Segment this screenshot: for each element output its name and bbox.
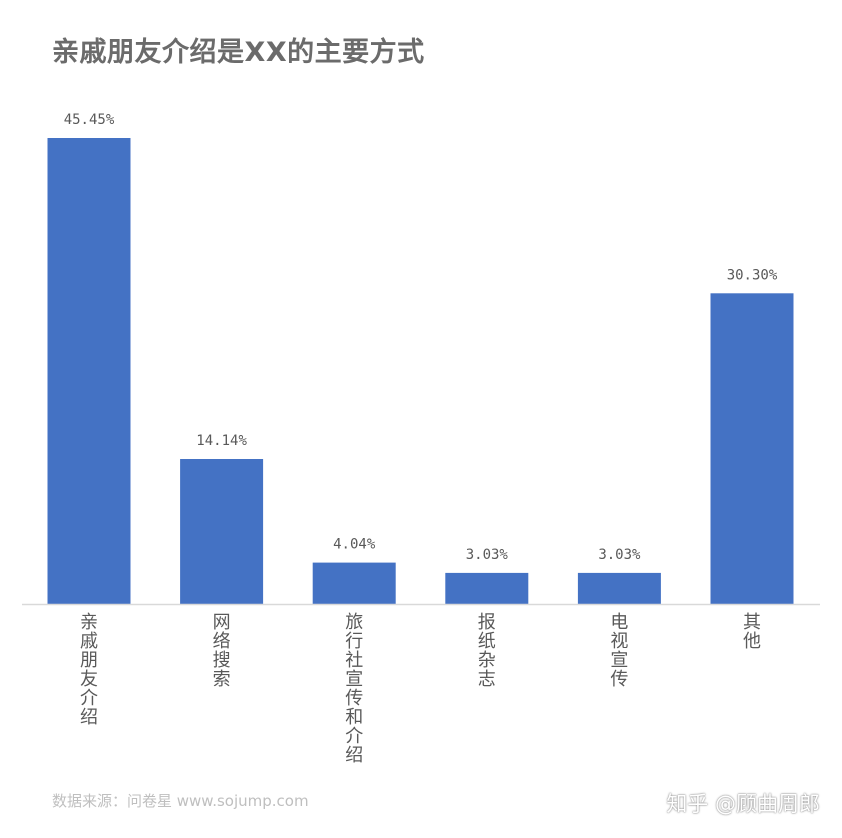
value-label-5: 30.30% xyxy=(727,267,778,283)
value-label-3: 3.03% xyxy=(466,547,509,563)
category-labels-group: 亲戚朋友介绍 网络搜索 旅行社宣传和介绍 报纸杂志 电视宣传 其他 xyxy=(80,612,761,766)
value-labels-group: 45.45% 14.14% 4.04% 3.03% 3.03% 30.30% xyxy=(64,112,778,563)
value-label-4: 3.03% xyxy=(598,547,641,563)
value-label-0: 45.45% xyxy=(64,112,115,128)
category-label-5: 其他 xyxy=(743,612,761,652)
bar-3 xyxy=(445,572,529,604)
bar-5 xyxy=(710,293,794,604)
source-note: 数据来源：问卷星 www.sojump.com xyxy=(52,792,309,810)
bar-4 xyxy=(577,572,661,604)
value-label-2: 4.04% xyxy=(333,537,376,553)
category-label-0: 亲戚朋友介绍 xyxy=(80,612,98,728)
category-label-4: 电视宣传 xyxy=(610,612,628,690)
category-label-1: 网络搜索 xyxy=(213,612,231,690)
chart-title: 亲戚朋友介绍是XX的主要方式 xyxy=(52,37,425,68)
bar-0 xyxy=(47,138,131,604)
bar-2 xyxy=(312,562,396,604)
category-label-3: 报纸杂志 xyxy=(478,612,496,690)
bars-group xyxy=(47,138,794,604)
bar-1 xyxy=(180,459,264,604)
value-label-1: 14.14% xyxy=(196,433,247,449)
watermark: 知乎 @顾曲周郎 xyxy=(666,792,820,816)
category-label-2: 旅行社宣传和介绍 xyxy=(345,612,363,766)
